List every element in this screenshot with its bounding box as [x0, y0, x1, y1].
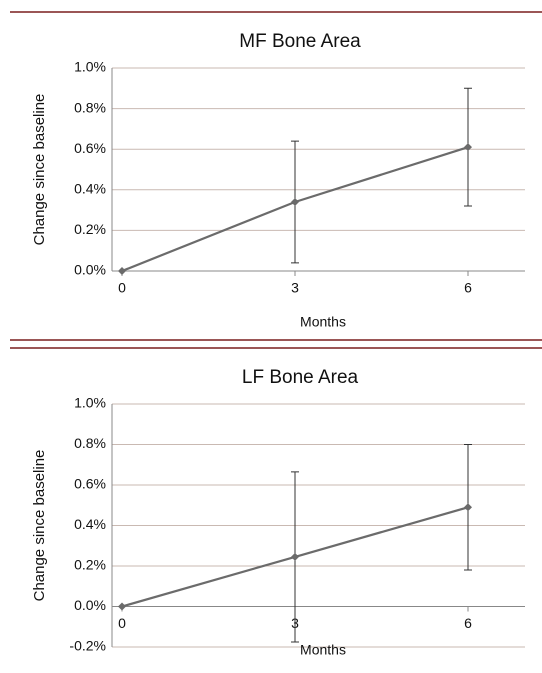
chart-title: LF Bone Area: [242, 367, 359, 388]
y-tick-label: 0.2%: [74, 557, 106, 573]
y-tick-label: 0.4%: [74, 181, 106, 197]
y-tick-label: 0.6%: [74, 140, 106, 156]
y-tick-label: 0.0%: [74, 262, 106, 278]
y-tick-label: 1.0%: [74, 59, 106, 75]
y-tick-label: 0.8%: [74, 435, 106, 451]
y-tick-label: 1.0%: [74, 395, 106, 411]
x-tick-label: 6: [464, 280, 472, 296]
x-tick-label: 0: [118, 280, 126, 296]
data-point: [118, 267, 126, 275]
x-axis-label: Months: [300, 314, 346, 330]
x-tick-label: 6: [464, 615, 472, 631]
y-tick-label: 0.6%: [74, 476, 106, 492]
data-point: [118, 602, 126, 611]
y-tick-label: 0.8%: [74, 99, 106, 115]
y-axis-label: Change since baseline: [31, 94, 48, 246]
y-tick-label: -0.2%: [69, 638, 106, 654]
chart-title: MF Bone Area: [239, 31, 361, 52]
y-tick-label: 0.2%: [74, 221, 106, 237]
data-point: [464, 503, 472, 512]
y-tick-label: 0.0%: [74, 597, 106, 613]
y-tick-label: 0.4%: [74, 516, 106, 532]
x-axis-label: Months: [300, 642, 346, 658]
data-point: [464, 143, 472, 152]
x-tick-label: 3: [291, 280, 299, 296]
data-point: [291, 197, 299, 206]
y-axis-label: Change since baseline: [31, 450, 48, 602]
data-point: [291, 552, 299, 561]
x-tick-label: 0: [118, 615, 126, 631]
